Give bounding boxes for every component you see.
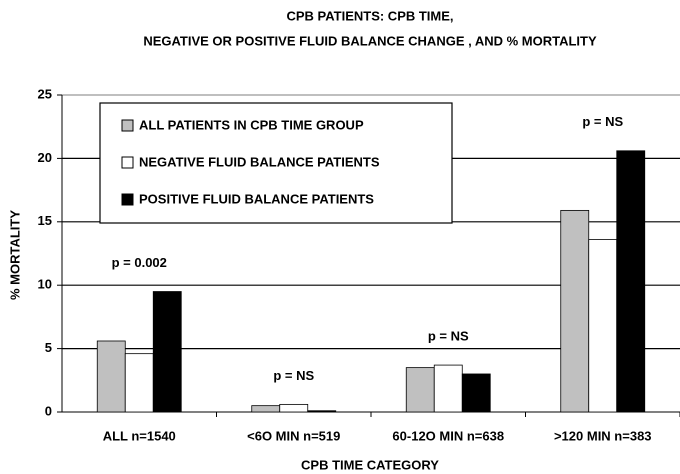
legend-swatch: [121, 193, 134, 206]
legend-box: [99, 102, 453, 224]
legend-label: POSITIVE FLUID BALANCE PATIENTS: [139, 191, 374, 206]
y-tick-label: 5: [45, 340, 52, 355]
x-tick-label: <6O MIN n=519: [247, 428, 340, 443]
y-tick-label: 10: [38, 277, 52, 292]
legend-label: NEGATIVE FLUID BALANCE PATIENTS: [139, 154, 380, 169]
chart-title: CPB PATIENTS: CPB TIME,: [286, 8, 453, 23]
bar: [307, 410, 337, 413]
bar: [461, 373, 491, 413]
annotation: p = 0.002: [112, 255, 167, 270]
bar: [124, 353, 154, 413]
legend-swatch: [121, 119, 134, 132]
bar: [616, 150, 646, 413]
bar: [560, 209, 590, 413]
chart-title: NEGATIVE OR POSITIVE FLUID BALANCE CHANG…: [143, 33, 597, 48]
y-axis-title: % MORTALITY: [7, 210, 22, 300]
x-tick-label: 60-12O MIN n=638: [392, 428, 504, 443]
bar: [433, 364, 463, 413]
bar: [279, 403, 309, 413]
bar: [152, 291, 182, 413]
legend-label: ALL PATIENTS IN CPB TIME GROUP: [139, 117, 364, 132]
y-tick-label: 15: [38, 213, 52, 228]
y-tick-label: 20: [38, 150, 52, 165]
x-tick-label: ALL n=1540: [103, 428, 176, 443]
x-tick-label: >120 MIN n=383: [554, 428, 652, 443]
annotation: p = NS: [273, 368, 314, 383]
bar: [96, 340, 126, 413]
legend-swatch: [121, 156, 134, 169]
bar: [251, 405, 281, 413]
bar: [405, 367, 435, 413]
bar: [588, 239, 618, 413]
x-axis-title: CPB TIME CATEGORY: [301, 457, 439, 472]
annotation: p = NS: [582, 114, 623, 129]
y-tick-label: 0: [45, 403, 52, 418]
y-tick-label: 25: [38, 86, 52, 101]
annotation: p = NS: [428, 329, 469, 344]
